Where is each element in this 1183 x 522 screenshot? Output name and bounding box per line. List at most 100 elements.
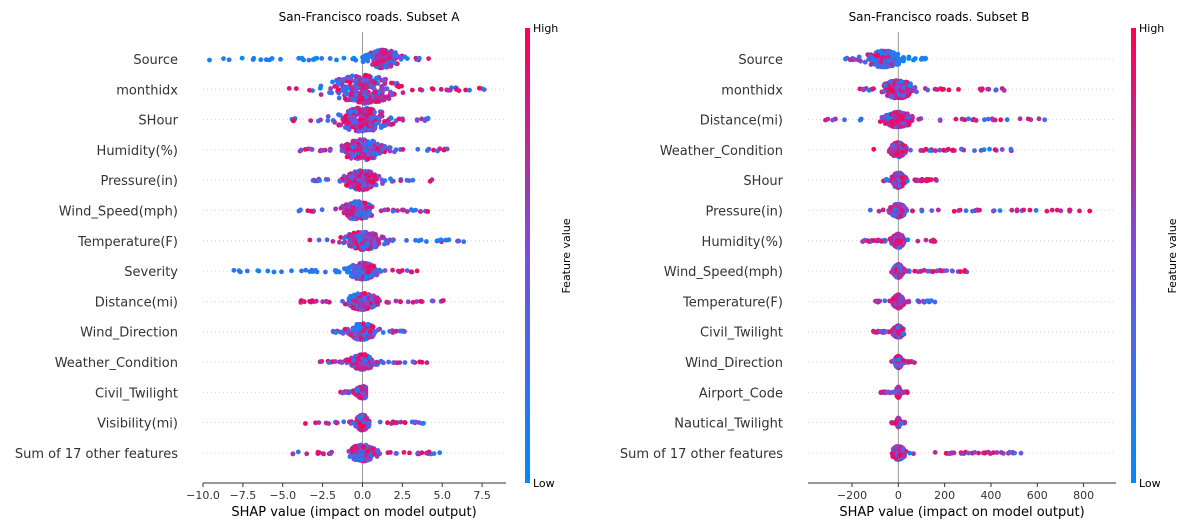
- feature-label: SHour: [138, 114, 178, 129]
- shap-dot: [337, 178, 343, 184]
- shap-dot: [925, 87, 931, 93]
- shap-dot: [393, 147, 399, 153]
- shap-dot: [1001, 88, 1007, 93]
- shap-dot: [348, 273, 354, 279]
- shap-dot: [333, 330, 339, 335]
- shap-dot: [905, 112, 911, 118]
- shap-dot: [361, 182, 367, 188]
- shap-dot: [365, 91, 371, 97]
- shap-dot: [388, 89, 393, 95]
- shap-dot: [336, 112, 341, 117]
- shap-dot: [382, 119, 387, 124]
- shap-dot: [360, 56, 366, 61]
- shap-dot: [327, 148, 333, 153]
- shap-dot: [293, 86, 299, 91]
- shap-dot: [374, 55, 380, 61]
- shap-dot: [959, 146, 964, 152]
- shap-dot: [377, 59, 383, 64]
- shap-dot: [906, 54, 912, 60]
- shap-dot: [363, 275, 369, 281]
- shap-dot: [894, 118, 900, 124]
- shap-dot: [427, 178, 433, 184]
- shap-dot: [894, 61, 900, 67]
- shap-dot: [383, 63, 389, 68]
- shap-dot: [352, 116, 357, 121]
- shap-dot: [357, 208, 363, 214]
- shap-dot: [437, 450, 443, 456]
- shap-dot: [410, 299, 416, 305]
- shap-dot: [888, 79, 893, 85]
- shap-dot: [341, 210, 347, 216]
- shap-dot: [918, 57, 924, 62]
- shap-dot: [879, 59, 884, 65]
- shap-dot: [875, 53, 881, 58]
- shap-dot: [355, 181, 360, 186]
- shap-dot: [893, 114, 899, 119]
- shap-dot: [426, 56, 431, 61]
- shap-dot: [375, 448, 381, 454]
- shap-dot: [398, 178, 404, 184]
- shap-dot: [323, 298, 329, 304]
- shap-dot: [323, 269, 328, 275]
- shap-dot: [371, 332, 376, 338]
- shap-dot: [357, 117, 363, 123]
- shap-dot: [353, 92, 359, 97]
- shap-dot: [972, 148, 977, 154]
- shap-dot: [367, 355, 373, 360]
- shap-dot: [396, 116, 402, 122]
- shap-dot: [401, 450, 407, 455]
- shap-dot: [344, 154, 350, 160]
- shap-dot: [893, 78, 899, 83]
- shap-dot: [367, 263, 373, 269]
- shap-dot: [372, 90, 378, 95]
- shap-dot: [370, 270, 376, 275]
- shap-dot: [298, 298, 304, 303]
- shap-dot: [343, 390, 349, 395]
- shap-dot: [353, 298, 359, 304]
- shap-dot: [314, 269, 320, 275]
- shap-dot: [334, 57, 339, 63]
- shap-dot: [308, 118, 314, 123]
- shap-dot: [441, 147, 447, 153]
- shap-dot: [388, 176, 393, 182]
- shap-dot: [298, 147, 304, 153]
- shap-dot: [909, 113, 915, 119]
- shap-dot: [362, 326, 368, 332]
- x-axis-ticks: −10.0 −7.5 −5.0 −2.5 0.0 2.5 5.0 7.5: [186, 483, 491, 502]
- shap-dot: [395, 208, 400, 214]
- shap-dot: [933, 148, 938, 154]
- shap-dot: [372, 232, 378, 237]
- shap-dot: [890, 122, 895, 128]
- shap-dot: [861, 87, 866, 93]
- shap-dot: [937, 117, 943, 123]
- shap-dot: [226, 57, 232, 63]
- shap-dot: [316, 118, 321, 124]
- shap-dot: [359, 241, 365, 246]
- shap-dot: [320, 451, 326, 457]
- shap-dot: [239, 55, 245, 61]
- shap-dot: [363, 452, 369, 458]
- shap-dot: [286, 86, 292, 91]
- shap-dot: [327, 90, 332, 95]
- feature-label: Wind_Direction: [80, 326, 178, 341]
- shap-dot: [381, 77, 387, 83]
- shap-dot: [367, 127, 373, 133]
- shap-dot: [346, 178, 352, 184]
- shap-dot: [373, 61, 379, 67]
- shap-dot: [376, 173, 382, 179]
- shap-dot: [362, 261, 367, 267]
- shap-dot: [361, 423, 366, 429]
- shap-dot: [326, 421, 331, 426]
- shap-dot: [384, 94, 389, 100]
- shap-dot: [313, 420, 318, 426]
- shap-dot: [238, 269, 243, 275]
- shap-dot: [289, 268, 294, 274]
- shap-dot: [359, 385, 364, 391]
- shap-dot: [360, 361, 366, 367]
- shap-dot: [357, 326, 362, 331]
- shap-dot: [410, 359, 416, 365]
- shap-dot: [344, 146, 350, 151]
- shap-dot: [369, 155, 375, 161]
- shap-dot: [467, 87, 472, 93]
